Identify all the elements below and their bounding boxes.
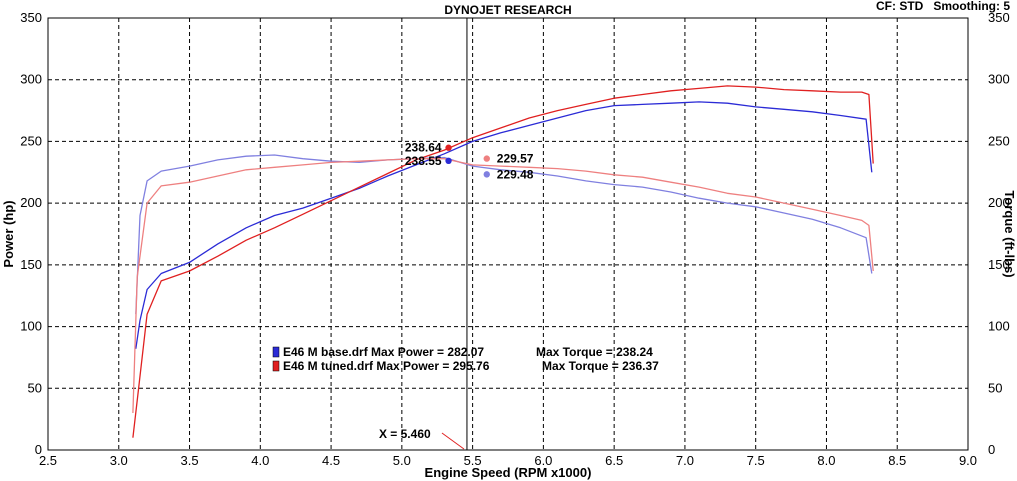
legend-entry: E46 M tuned.drf Max Power = 295.76 [283,359,490,373]
series-power-base [135,101,873,349]
x-tick-label: 6.0 [534,453,552,468]
y-axis-label-left: Power (hp) [1,200,16,267]
legend-entry: E46 M base.drf Max Power = 282.07 [283,345,484,359]
series-torque-tuned [132,158,874,414]
grid-lines [48,18,968,450]
y-tick-label-left: 250 [20,133,42,148]
y-tick-label-left: 100 [20,319,42,334]
y-tick-label-right: 100 [988,319,1010,334]
series-power-tuned [132,85,874,438]
x-tick-label: 5.5 [464,453,482,468]
y-tick-label-right: 250 [988,133,1010,148]
y-tick-label-left: 300 [20,72,42,87]
x-tick-label: 5.0 [393,453,411,468]
y-tick-label-right: 50 [988,380,1002,395]
marker-label: 238.55 [405,154,442,168]
legend-torque: Max Torque = 238.24 [536,345,653,359]
series-torque-base [135,154,873,315]
x-tick-label: 7.0 [676,453,694,468]
value-marker [445,157,452,165]
x-tick-label: 4.5 [322,453,340,468]
y-tick-label-left: 0 [35,442,42,457]
y-tick-label-left: 350 [20,10,42,25]
cursor-group: X = 5.460 [379,18,468,450]
x-tick-label: 7.5 [747,453,765,468]
marker-label: 238.64 [405,141,442,155]
marker-label: 229.48 [497,167,534,181]
plot-frame [47,17,969,451]
x-tick-label: 2.5 [39,453,57,468]
x-tick-label: 6.5 [605,453,623,468]
chart-settings: CF: STD Smoothing: 5 [876,0,1010,13]
legend-swatch [272,346,280,358]
y-axis-label-right: Torque (ft-lbs) [1002,190,1017,277]
value-marker [483,155,490,162]
x-tick-label: 3.0 [110,453,128,468]
x-axis-label: Engine Speed (RPM x1000) [425,465,592,480]
y-tick-label-left: 50 [28,380,42,395]
cursor-pointer [441,432,465,450]
x-tick-labels: 2.5 3.0 3.5 4.0 4.5 5.0 5.5 6.0 6.5 7.0 7.5 8.0 8.5 9… [39,453,977,468]
series-group [132,85,874,438]
y-tick-label-right: 300 [988,72,1010,87]
legend: E46 M base.drf Max Power = 282.07 Max Tor… [272,345,659,373]
value-marker [445,144,452,151]
cursor-label: X = 5.460 [379,427,431,441]
x-tick-label: 3.5 [180,453,198,468]
y-tick-label-left: 200 [20,195,42,210]
y-tick-label-right: 200 [988,195,1010,210]
x-tick-label: 8.5 [888,453,906,468]
y-tick-label-right: 150 [988,257,1010,272]
x-tick-label: 4.0 [251,453,269,468]
marker-label: 229.57 [497,152,534,166]
legend-torque: Max Torque = 236.37 [542,359,659,373]
y-tick-label-right: 350 [988,10,1010,25]
x-tick-label: 8.0 [817,453,835,468]
x-tick-label: 9.0 [959,453,977,468]
y-tick-label-left: 150 [20,257,42,272]
y-tick-label-right: 0 [988,442,995,457]
value-marker [483,171,490,178]
chart-title: DYNOJET RESEARCH [444,3,571,17]
legend-swatch [272,360,280,372]
y-tick-labels: 0 0 50 50 100 100 150 150 200 200 250 250 300 300 350 3… [20,10,1009,457]
